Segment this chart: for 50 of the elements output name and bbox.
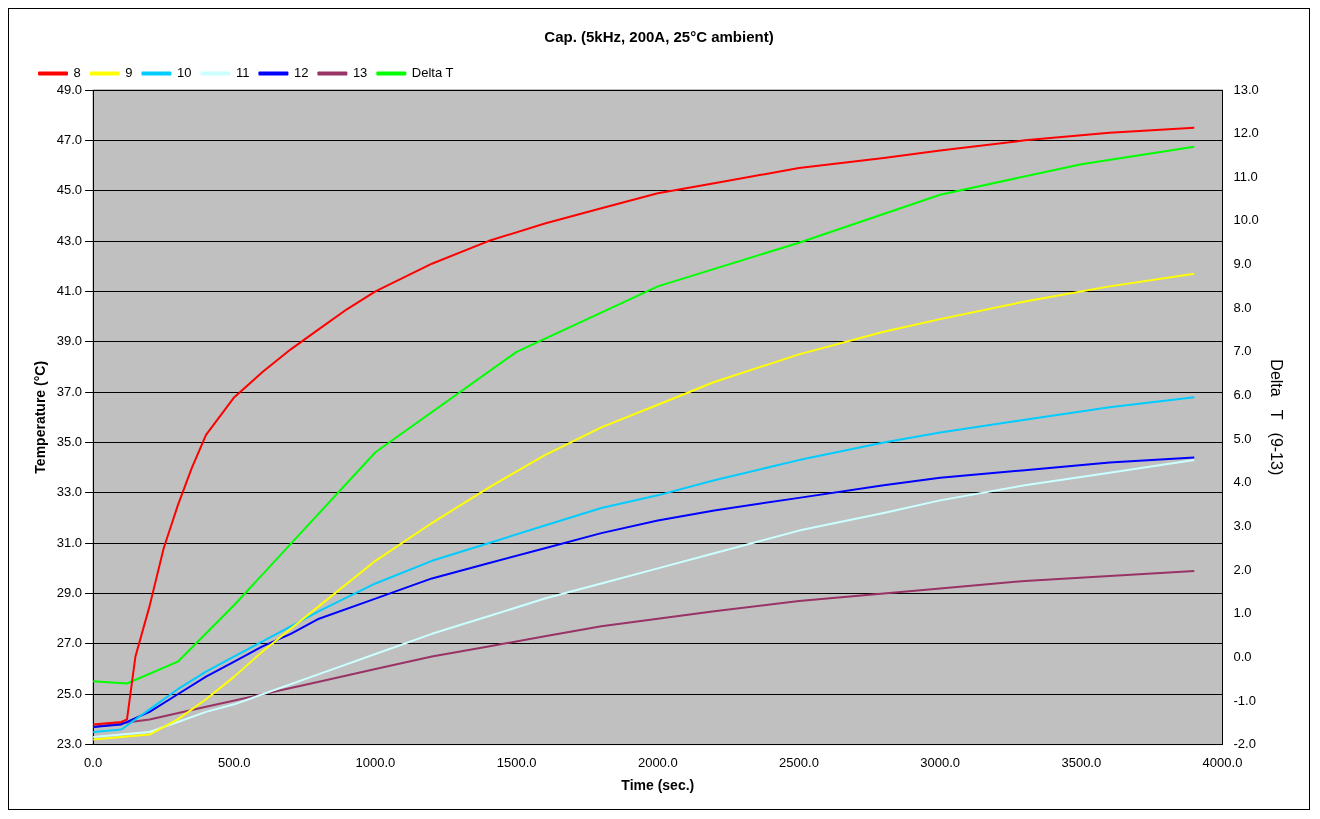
x-tick-label: 0.0: [84, 754, 103, 770]
legend-label: 10: [176, 65, 192, 81]
legend-label: 9: [125, 65, 133, 81]
y-tick-label: 27.0: [56, 635, 83, 651]
y2-tick-label: 8.0: [1233, 299, 1252, 315]
y2-tick-label: 9.0: [1233, 256, 1252, 272]
x-axis-title: Time (sec.): [621, 777, 695, 794]
y2-tick-label: 13.0: [1233, 81, 1259, 97]
y2-axis-title: Delta T (9-13): [1267, 359, 1285, 476]
y-tick-label: 49.0: [56, 81, 83, 97]
y-tick-label: 47.0: [56, 131, 83, 147]
y2-tick-label: 6.0: [1233, 387, 1252, 403]
y-axis-title: Temperature (°C): [32, 360, 49, 474]
y-tick-label: 33.0: [56, 484, 83, 500]
y2-tick-label: 4.0: [1233, 474, 1252, 490]
x-tick-label: 3500.0: [1061, 754, 1102, 770]
legend-label: 8: [73, 65, 81, 81]
chart-title: Cap. (5kHz, 200A, 25°C ambient): [544, 28, 774, 46]
y-tick-label: 23.0: [56, 736, 83, 752]
y2-tick-label: -1.0: [1233, 692, 1256, 708]
y2-tick-label: 7.0: [1233, 343, 1252, 359]
legend-label: 11: [235, 65, 250, 81]
x-tick-label: 1000.0: [355, 754, 396, 770]
legend-label: 13: [352, 65, 368, 81]
y2-tick-label: 3.0: [1233, 517, 1252, 533]
y-tick-label: 41.0: [56, 282, 83, 298]
y2-tick-label: 5.0: [1233, 430, 1252, 446]
y-tick-label: 29.0: [56, 585, 83, 601]
y-tick-label: 43.0: [56, 232, 83, 248]
y-tick-label: 31.0: [56, 534, 83, 550]
y-tick-label: 39.0: [56, 333, 83, 349]
legend-label: Delta T: [411, 65, 454, 81]
x-tick-label: 2000.0: [637, 754, 678, 770]
y-tick-label: 45.0: [56, 182, 83, 198]
x-tick-label: 500.0: [218, 754, 251, 770]
y-tick-label: 25.0: [56, 685, 83, 701]
y2-tick-label: 12.0: [1233, 125, 1259, 141]
y2-tick-label: 10.0: [1233, 212, 1259, 228]
x-tick-label: 3000.0: [920, 754, 961, 770]
y2-tick-label: 2.0: [1233, 561, 1252, 577]
x-tick-label: 2500.0: [779, 754, 819, 770]
y2-tick-label: 11.0: [1233, 168, 1258, 184]
y2-tick-label: 1.0: [1233, 605, 1252, 621]
x-tick-label: 1500.0: [496, 754, 537, 770]
legend-label: 12: [293, 65, 309, 81]
y2-tick-label: 0.0: [1233, 648, 1252, 664]
y-tick-label: 35.0: [56, 434, 83, 450]
y-tick-label: 37.0: [56, 383, 83, 399]
x-tick-label: 4000.0: [1202, 754, 1243, 770]
y2-tick-label: -2.0: [1233, 736, 1256, 752]
